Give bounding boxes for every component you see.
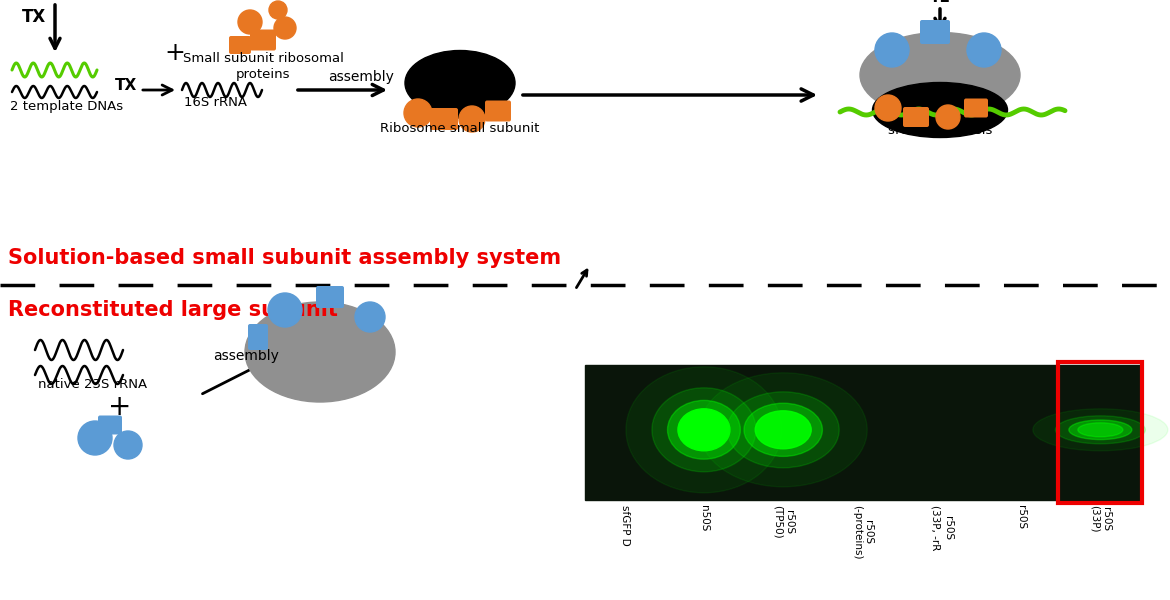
Text: r50S: r50S	[1016, 505, 1026, 529]
Bar	[1059, 362, 1142, 503]
Text: TX: TX	[115, 78, 137, 93]
Text: Small subunit ribosomal
proteins: Small subunit ribosomal proteins	[183, 52, 344, 81]
Ellipse shape	[1033, 409, 1168, 451]
Text: +: +	[165, 41, 185, 65]
Circle shape	[268, 293, 302, 327]
FancyBboxPatch shape	[486, 100, 511, 121]
Circle shape	[269, 1, 287, 19]
Circle shape	[936, 105, 961, 129]
FancyBboxPatch shape	[98, 415, 122, 434]
Circle shape	[238, 10, 262, 34]
Text: n50S: n50S	[698, 505, 709, 532]
FancyBboxPatch shape	[316, 286, 344, 308]
Text: assembly: assembly	[328, 70, 394, 84]
Text: Reconstituted large subunit: Reconstituted large subunit	[8, 300, 338, 320]
Circle shape	[113, 431, 142, 459]
Text: Ribosome small subunit: Ribosome small subunit	[380, 122, 539, 135]
FancyBboxPatch shape	[229, 36, 252, 54]
Ellipse shape	[728, 392, 839, 468]
Ellipse shape	[668, 400, 741, 459]
FancyBboxPatch shape	[431, 108, 457, 130]
Circle shape	[78, 421, 112, 455]
Circle shape	[875, 33, 909, 67]
Text: native 23S rRNA: native 23S rRNA	[37, 378, 147, 391]
Text: assembly: assembly	[213, 349, 278, 363]
Circle shape	[875, 95, 901, 121]
Text: r50S
(33P): r50S (33P)	[1089, 505, 1111, 533]
Ellipse shape	[677, 409, 730, 451]
Ellipse shape	[1078, 423, 1123, 437]
Ellipse shape	[700, 373, 867, 487]
FancyBboxPatch shape	[964, 98, 987, 118]
Ellipse shape	[405, 50, 515, 115]
Text: +: +	[109, 393, 132, 421]
Circle shape	[404, 99, 432, 127]
Circle shape	[459, 106, 486, 132]
Text: r50S
(-proteins): r50S (-proteins)	[852, 505, 873, 559]
Bar	[585, 365, 1140, 500]
Ellipse shape	[860, 32, 1020, 118]
Ellipse shape	[245, 302, 395, 402]
FancyBboxPatch shape	[250, 29, 276, 50]
Ellipse shape	[1055, 416, 1145, 444]
Ellipse shape	[652, 388, 756, 472]
Ellipse shape	[744, 403, 823, 457]
Circle shape	[274, 17, 296, 39]
Ellipse shape	[755, 411, 811, 449]
Text: r50S
(TP50): r50S (TP50)	[772, 505, 794, 539]
Text: r50S
(33P, -rR: r50S (33P, -rR	[931, 505, 952, 550]
Circle shape	[966, 33, 1002, 67]
Ellipse shape	[415, 88, 505, 118]
Ellipse shape	[626, 367, 782, 493]
Text: sfGFP D: sfGFP D	[620, 505, 629, 546]
Text: Solution-based small subunit assembly system: Solution-based small subunit assembly sy…	[8, 248, 562, 268]
FancyBboxPatch shape	[903, 107, 929, 127]
Text: sfGFP synthesis: sfGFP synthesis	[888, 124, 992, 137]
Text: 16S rRNA: 16S rRNA	[184, 96, 247, 109]
Text: 2 template DNAs: 2 template DNAs	[11, 100, 123, 113]
Ellipse shape	[873, 82, 1007, 137]
Ellipse shape	[1069, 420, 1131, 440]
FancyBboxPatch shape	[248, 324, 268, 350]
FancyBboxPatch shape	[920, 20, 950, 44]
Circle shape	[355, 302, 385, 332]
Text: TL: TL	[930, 0, 950, 5]
Text: TX: TX	[22, 8, 47, 26]
